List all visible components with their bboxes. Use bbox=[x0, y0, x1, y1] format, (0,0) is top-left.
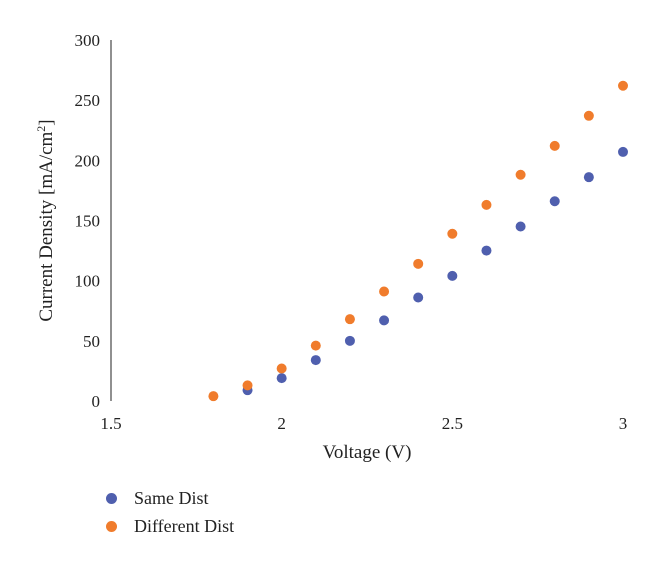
y-axis-title-main: Current Density [mA/cm bbox=[36, 131, 57, 321]
data-point-different-dist bbox=[447, 228, 458, 239]
data-point-different-dist bbox=[379, 286, 390, 297]
y-tick-label: 250 bbox=[75, 91, 101, 110]
data-point-same-dist bbox=[344, 335, 355, 346]
data-point-different-dist bbox=[515, 169, 526, 180]
data-point-different-dist bbox=[208, 391, 219, 402]
legend-item-different-dist: Different Dist bbox=[106, 512, 234, 540]
y-tick-label: 200 bbox=[75, 151, 101, 170]
data-point-same-dist bbox=[481, 245, 492, 256]
data-point-different-dist bbox=[276, 363, 287, 374]
data-point-same-dist bbox=[310, 355, 321, 366]
x-tick-label: 1.5 bbox=[100, 414, 121, 433]
y-axis-ticks: 0 50 100 150 200 250 300 bbox=[75, 31, 101, 411]
data-point-different-dist bbox=[344, 314, 355, 325]
y-tick-label: 0 bbox=[92, 392, 101, 411]
legend-marker-same-dist bbox=[106, 492, 117, 504]
data-point-different-dist bbox=[481, 199, 492, 210]
legend-label-different-dist: Different Dist bbox=[134, 515, 235, 536]
data-point-different-dist bbox=[310, 340, 321, 351]
x-tick-label: 2 bbox=[277, 414, 286, 433]
data-point-same-dist bbox=[379, 315, 390, 326]
legend-label-same-dist: Same Dist bbox=[134, 487, 209, 508]
data-point-different-dist bbox=[549, 140, 560, 151]
x-tick-label: 2.5 bbox=[442, 414, 463, 433]
y-tick-label: 50 bbox=[83, 332, 100, 351]
y-tick-label: 100 bbox=[75, 272, 101, 291]
legend: Same Dist Different Dist bbox=[106, 484, 234, 540]
y-tick-label: 300 bbox=[75, 31, 101, 50]
x-axis-ticks: 1.5 2 2.5 3 bbox=[100, 414, 627, 433]
legend-marker-different-dist bbox=[106, 520, 117, 532]
data-points bbox=[208, 80, 628, 402]
data-point-different-dist bbox=[242, 380, 253, 391]
x-tick-label: 3 bbox=[619, 414, 628, 433]
data-point-different-dist bbox=[413, 258, 424, 269]
x-axis-title: Voltage (V) bbox=[323, 442, 412, 463]
data-point-same-dist bbox=[276, 373, 287, 384]
data-point-same-dist bbox=[583, 172, 594, 183]
data-point-same-dist bbox=[618, 146, 628, 157]
data-point-different-dist bbox=[618, 80, 628, 91]
y-axis-title: Current Density [mA/cm2] bbox=[34, 119, 57, 321]
data-point-same-dist bbox=[549, 196, 560, 207]
legend-item-same-dist: Same Dist bbox=[106, 484, 234, 512]
y-axis-title-close: ] bbox=[36, 119, 57, 125]
data-point-same-dist bbox=[515, 221, 526, 232]
y-tick-label: 150 bbox=[75, 212, 101, 231]
data-point-same-dist bbox=[447, 270, 458, 281]
data-point-different-dist bbox=[583, 110, 594, 121]
data-point-same-dist bbox=[413, 292, 424, 303]
y-axis-title-superscript: 2 bbox=[34, 126, 48, 132]
